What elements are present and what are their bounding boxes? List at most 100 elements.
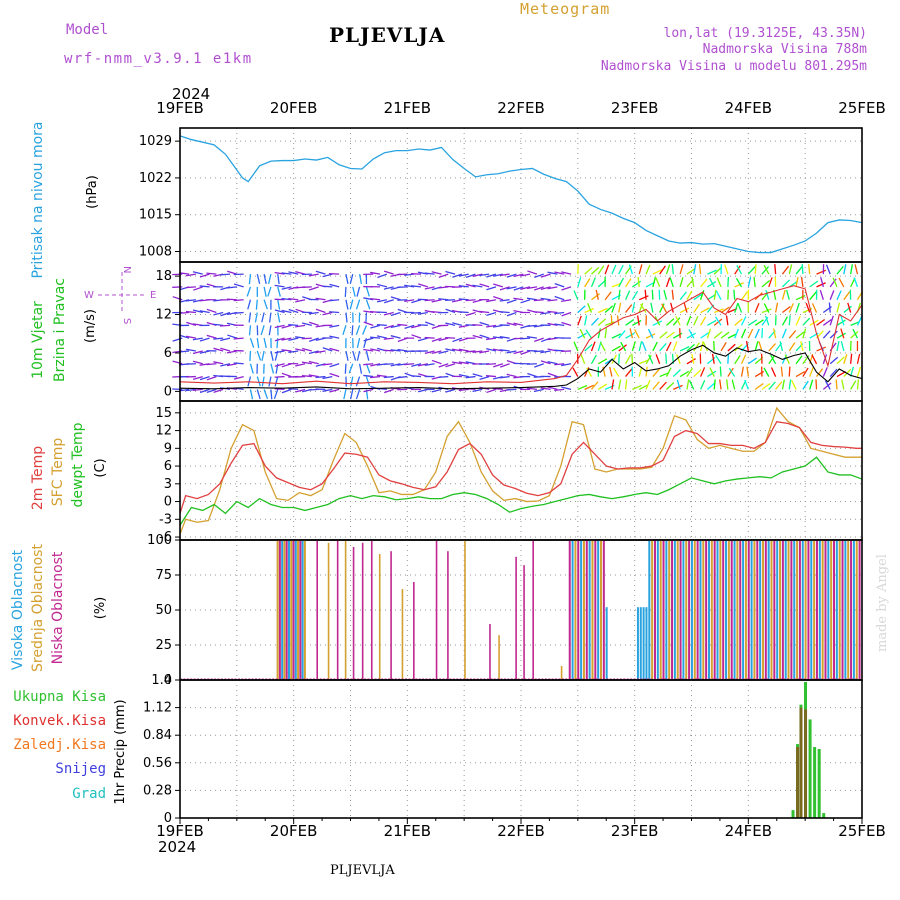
wind-arrow bbox=[329, 372, 340, 378]
wind-arrow bbox=[843, 354, 848, 364]
bottom-date-tick: 21FEB bbox=[384, 822, 431, 840]
wind-arrow bbox=[802, 367, 809, 377]
wind-arrow bbox=[840, 328, 845, 339]
wind-arrow bbox=[641, 341, 647, 352]
wind-arrow bbox=[720, 342, 727, 352]
wind-arrow bbox=[226, 363, 237, 367]
wind-arrow bbox=[753, 276, 756, 287]
wind-arrow bbox=[281, 272, 292, 275]
wind-arrow bbox=[644, 289, 647, 300]
wind-arrow bbox=[452, 273, 463, 278]
wind-arrow bbox=[747, 328, 754, 339]
wind-arrow bbox=[485, 375, 497, 378]
wind-arrow bbox=[288, 350, 299, 354]
wind-arrow bbox=[356, 286, 361, 297]
wind-arrow bbox=[308, 273, 319, 277]
wind-arrow bbox=[761, 266, 770, 275]
cloud-bar bbox=[571, 540, 574, 680]
cloud-bar bbox=[673, 540, 676, 680]
cloud-bar bbox=[297, 540, 300, 680]
wind-arrow bbox=[713, 331, 723, 339]
wind-arrow bbox=[840, 341, 845, 352]
wind-arrow bbox=[404, 284, 415, 288]
wind-arrow bbox=[734, 343, 743, 352]
wind-arrow bbox=[693, 264, 697, 275]
wind-arrow bbox=[267, 273, 272, 284]
wind-arrow bbox=[688, 380, 695, 390]
cloud-bar bbox=[636, 607, 639, 680]
cloud-bar bbox=[582, 540, 585, 680]
wind-arrow bbox=[561, 386, 572, 391]
wind-arrow bbox=[493, 283, 504, 288]
wind-arrow bbox=[597, 265, 605, 275]
wind-arrow bbox=[492, 336, 503, 339]
wind-arrow bbox=[227, 270, 238, 275]
wind-arrow bbox=[534, 337, 544, 342]
wind-arrow bbox=[671, 289, 674, 300]
wind-arrow bbox=[693, 293, 703, 301]
wind-arrow bbox=[390, 296, 401, 301]
wind-arrow bbox=[633, 328, 640, 339]
cloud-bar bbox=[276, 540, 279, 680]
compass-west: W bbox=[84, 290, 94, 301]
wind-arrow bbox=[308, 321, 319, 326]
wind-arrow bbox=[533, 388, 544, 393]
wind-arrow bbox=[679, 264, 684, 275]
pressure-unit: (hPa) bbox=[85, 175, 100, 209]
wind-arrow bbox=[370, 271, 381, 275]
wind-arrow bbox=[465, 273, 476, 279]
cloud-bar bbox=[801, 540, 804, 680]
wind-arrow bbox=[699, 367, 706, 377]
wind-arrow bbox=[486, 273, 497, 278]
wind-arrow bbox=[363, 321, 374, 326]
wind-arrow bbox=[747, 266, 756, 275]
wind-arrow bbox=[349, 273, 354, 284]
wind-arrow bbox=[404, 363, 415, 366]
wind-arrow bbox=[199, 310, 210, 314]
cloud-bar bbox=[747, 540, 750, 680]
wind-arrow bbox=[788, 315, 791, 326]
legend-snow: Snijeg bbox=[55, 761, 106, 777]
wind-arrow bbox=[645, 354, 652, 365]
wind-arrow bbox=[645, 264, 651, 275]
wind-arrow bbox=[595, 289, 599, 300]
wind-arrow bbox=[700, 380, 706, 390]
wind-arrow bbox=[747, 277, 752, 288]
precip-bar bbox=[796, 747, 800, 818]
cloud-bar bbox=[841, 540, 844, 680]
wind-arrow bbox=[836, 290, 842, 300]
cloud-bar bbox=[577, 540, 580, 680]
wind-arrow bbox=[770, 354, 777, 365]
wind-arrow bbox=[370, 375, 381, 379]
wind-arrow bbox=[268, 312, 272, 323]
wind-arrow bbox=[344, 363, 347, 374]
wind-arrow bbox=[636, 315, 640, 326]
wind-arrow bbox=[625, 278, 632, 288]
wind-arrow bbox=[700, 316, 707, 326]
lonlat-label: lon,lat (19.3125E, 43.35N) bbox=[664, 26, 868, 41]
y-tick-label: 3 bbox=[164, 477, 172, 492]
wind-arrow bbox=[295, 348, 306, 352]
wind-arrow bbox=[852, 328, 859, 339]
wind-arrow bbox=[281, 324, 292, 329]
wind-arrow bbox=[584, 266, 593, 275]
wind-arrow bbox=[547, 299, 558, 302]
wind-arrow bbox=[418, 283, 428, 288]
wind-arrow bbox=[737, 302, 743, 313]
wind-arrow bbox=[263, 273, 267, 285]
wind-arrow bbox=[573, 341, 579, 352]
wind-arrow bbox=[836, 371, 846, 378]
temp-ylabel-1: 2m Temp bbox=[30, 446, 46, 510]
wind-arrow bbox=[254, 312, 258, 323]
cloud-bar bbox=[736, 540, 739, 680]
wind-arrow bbox=[719, 379, 722, 390]
cloud-bar bbox=[602, 540, 605, 680]
wind-arrow bbox=[720, 306, 730, 314]
wind-arrow bbox=[847, 302, 852, 313]
wind-arrow bbox=[445, 336, 456, 339]
compass-south: S bbox=[121, 318, 132, 324]
wind-arrow bbox=[727, 333, 738, 339]
wind-arrow bbox=[261, 350, 265, 361]
wind-arrow bbox=[424, 299, 435, 302]
